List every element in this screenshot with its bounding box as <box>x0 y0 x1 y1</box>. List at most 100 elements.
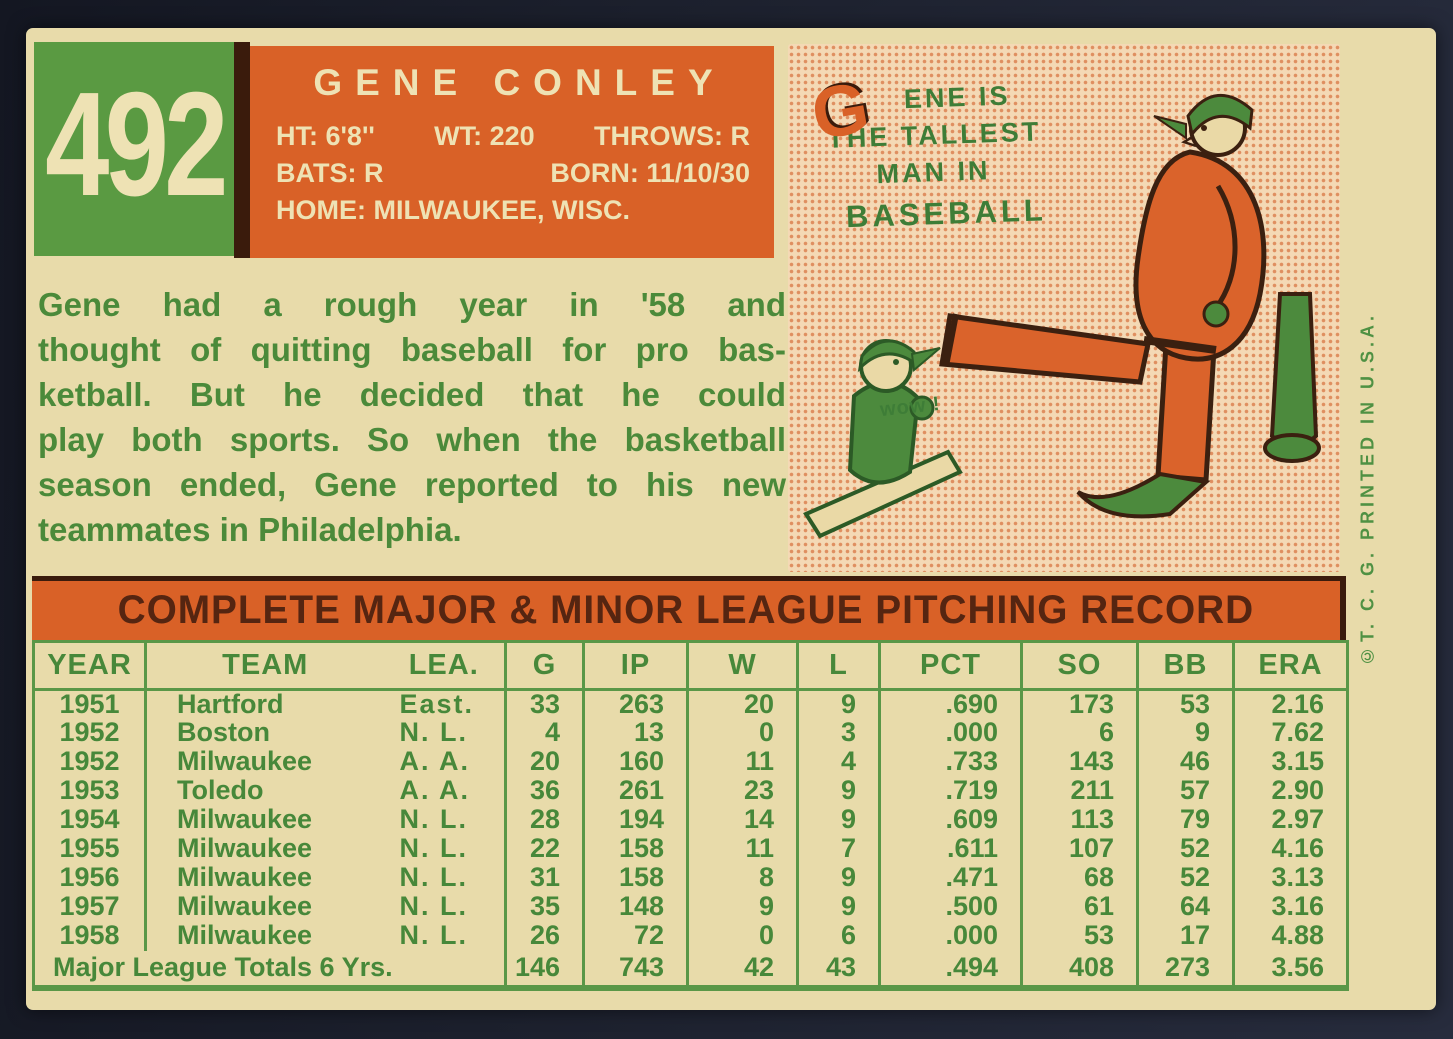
record-row: 1957 Milwaukee N. L. 35 148 9 9.500 61 64 3.16 <box>34 892 1348 922</box>
record-cell: 1957 <box>59 892 120 922</box>
record-cell: 4.16 <box>1232 834 1348 864</box>
record-cell: Milwaukee <box>144 834 384 864</box>
record-cell: Milwaukee <box>144 863 384 893</box>
totals-cell: 3.56 <box>1232 950 1348 988</box>
record-row: 1958 Milwaukee N. L. 26 72 0 6.000 53 17 4.88 <box>34 921 1348 951</box>
record-cell: N. L. <box>399 834 468 864</box>
record-cell: 13 <box>582 718 688 748</box>
record-cell: 107 <box>1020 834 1138 864</box>
record-cell: N. L. <box>399 892 468 922</box>
vitals-bats: BATS: R <box>276 158 384 188</box>
record-cell: 6 <box>1020 718 1138 748</box>
record-cell: 2.16 <box>1232 689 1348 719</box>
record-cell: 0 <box>686 921 798 951</box>
record-cell: 1953 <box>59 776 120 806</box>
record-cell: 52 <box>1136 834 1234 864</box>
totals-cell: 42 <box>686 950 798 988</box>
record-row: 1952 Boston N. L. 4 13 0 3.000 6 9 7.62 <box>34 718 1348 748</box>
record-cell: 53 <box>1020 921 1138 951</box>
record-cell: 36 <box>504 776 584 806</box>
totals-cell: .494 <box>878 950 1022 988</box>
col-bb: BB <box>1136 641 1234 691</box>
vitals-height: HT: 6'8'' <box>276 121 375 151</box>
record-cell: .609 <box>878 805 1022 835</box>
vitals-weight: WT: 220 <box>434 121 535 151</box>
record-cell: East. <box>399 689 475 719</box>
col-ip: IP <box>582 641 688 691</box>
record-cell: 9 <box>1136 718 1234 748</box>
record-cell: 11 <box>686 747 798 777</box>
record-cell: 79 <box>1136 805 1234 835</box>
bio-line: play both sports. So when the basketball <box>38 421 786 458</box>
record-cell: .471 <box>878 863 1022 893</box>
record-cell: 158 <box>582 863 688 893</box>
record-cell: 9 <box>796 689 880 719</box>
totals-cell: 43 <box>796 950 880 988</box>
record-cell: A. A. <box>399 776 470 806</box>
vitals-line-3: HOME: MILWAUKEE, WISC. <box>276 192 750 229</box>
record-header-row: YEAR TEAM LEA. G IP W L PCT SO BB ERA <box>33 641 1348 691</box>
record-cell: Milwaukee <box>144 892 384 922</box>
bio-line: Gene had a rough year in '58 and <box>38 286 786 323</box>
totals-cell: 743 <box>582 950 688 988</box>
record-cell: 261 <box>582 776 688 806</box>
record-cell: 7 <box>796 834 880 864</box>
record-cell: 1956 <box>59 863 120 893</box>
record-cell: 113 <box>1020 805 1138 835</box>
record-cell: 6 <box>796 921 880 951</box>
record-cell: 4.88 <box>1232 921 1348 951</box>
record-cell: 31 <box>504 863 584 893</box>
record-cell: Milwaukee <box>144 805 384 835</box>
card-number-box: 492 <box>34 42 234 256</box>
vitals-line-2: BATS: R BORN: 11/10/30 <box>276 155 750 192</box>
record-cell: Milwaukee <box>144 921 384 951</box>
record-row: 1955 Milwaukee N. L. 22 158 11 7.611 107 52 4.16 <box>34 834 1348 864</box>
cartoon-panel: G ENE IS THE TALLEST MAN IN BASEBALL wow… <box>788 44 1340 572</box>
col-era: ERA <box>1232 641 1348 691</box>
record-cell: .000 <box>878 718 1022 748</box>
short-player-figure <box>803 339 963 539</box>
record-cell: 3.15 <box>1232 747 1348 777</box>
record-cell: .733 <box>878 747 1022 777</box>
record-cell: 173 <box>1020 689 1138 719</box>
copyright-vertical-text: ©T. C. G. PRINTED IN U.S.A. <box>1357 311 1378 667</box>
record-cell: 1951 <box>59 689 120 719</box>
record-cell: 64 <box>1136 892 1234 922</box>
record-cell: 17 <box>1136 921 1234 951</box>
record-cell: 1958 <box>59 921 120 951</box>
record-cell: 0 <box>686 718 798 748</box>
record-cell: N. L. <box>399 805 468 835</box>
record-cell: Boston <box>144 718 384 748</box>
record-cell: 14 <box>686 805 798 835</box>
record-cell: 9 <box>686 892 798 922</box>
record-cell: 2.97 <box>1232 805 1348 835</box>
record-cell: Hartford <box>144 689 384 719</box>
record-cell: 53 <box>1136 689 1234 719</box>
record-cell: N. L. <box>399 718 468 748</box>
record-cell: 26 <box>504 921 584 951</box>
record-cell: 9 <box>796 776 880 806</box>
col-team: TEAM <box>144 641 384 691</box>
record-cell: Toledo <box>144 776 384 806</box>
record-cell: 52 <box>1136 863 1234 893</box>
record-cell: 194 <box>582 805 688 835</box>
vitals-born: BORN: 11/10/30 <box>550 158 750 188</box>
col-pct: PCT <box>878 641 1022 691</box>
record-cell: 143 <box>1020 747 1138 777</box>
record-cell: 9 <box>796 805 880 835</box>
record-cell: 46 <box>1136 747 1234 777</box>
record-cell: 2.90 <box>1232 776 1348 806</box>
bio-text: Gene had a rough year in '58 and thought… <box>38 282 786 552</box>
totals-cell: 146 <box>504 950 584 988</box>
record-cell: .611 <box>878 834 1022 864</box>
record-cell: 57 <box>1136 776 1234 806</box>
header-divider <box>234 42 250 258</box>
record-cell: 20 <box>504 747 584 777</box>
record-row: 1952 Milwaukee A. A. 20 160 11 4.733 143 46 3.15 <box>34 747 1348 777</box>
col-l: L <box>796 641 880 691</box>
record-title-bar: COMPLETE MAJOR & MINOR LEAGUE PITCHING R… <box>32 576 1346 640</box>
record-cell: 4 <box>504 718 584 748</box>
record-cell: 28 <box>504 805 584 835</box>
record-row: 1956 Milwaukee N. L. 31 158 8 9.471 68 52 3.13 <box>34 863 1348 893</box>
